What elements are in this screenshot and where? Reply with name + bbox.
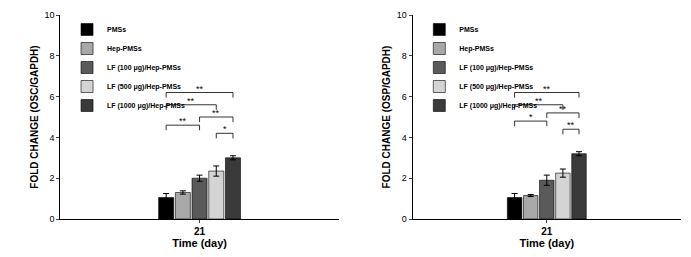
svg-text:**: **: [196, 84, 204, 94]
svg-text:6: 6: [50, 92, 55, 102]
svg-text:**: **: [567, 120, 575, 130]
svg-text:**: **: [187, 96, 195, 106]
svg-text:2: 2: [402, 173, 407, 183]
svg-text:Time (day): Time (day): [172, 237, 227, 249]
svg-text:4: 4: [402, 133, 407, 143]
svg-text:LF (500 μg)/Hep-PMSs: LF (500 μg)/Hep-PMSs: [107, 83, 181, 91]
svg-text:**: **: [212, 108, 220, 118]
svg-text:8: 8: [50, 51, 55, 61]
svg-text:Time (day): Time (day): [519, 237, 574, 249]
svg-text:LF (100 μg)/Hep-PMSs: LF (100 μg)/Hep-PMSs: [459, 64, 533, 72]
svg-text:FOLD CHANGE (OSC/GAPDH): FOLD CHANGE (OSC/GAPDH): [29, 45, 40, 188]
svg-text:LF (1000 μg)/Hep-PMSs: LF (1000 μg)/Hep-PMSs: [459, 102, 537, 110]
svg-text:10: 10: [397, 10, 407, 20]
svg-text:*: *: [223, 124, 227, 134]
svg-text:Hep-PMSs: Hep-PMSs: [107, 45, 142, 53]
svg-text:2: 2: [50, 173, 55, 183]
svg-text:10: 10: [45, 10, 55, 20]
svg-text:LF (100 μg)/Hep-PMSs: LF (100 μg)/Hep-PMSs: [107, 64, 181, 72]
svg-text:0: 0: [402, 214, 407, 224]
svg-text:**: **: [179, 116, 187, 126]
svg-text:*: *: [529, 112, 533, 122]
svg-text:6: 6: [402, 92, 407, 102]
svg-text:**: **: [535, 96, 543, 106]
svg-text:**: **: [559, 104, 567, 114]
svg-text:PMSs: PMSs: [459, 26, 478, 33]
svg-text:LF (500 μg)/Hep-PMSs: LF (500 μg)/Hep-PMSs: [459, 83, 533, 91]
svg-text:PMSs: PMSs: [107, 26, 126, 33]
svg-text:4: 4: [50, 133, 55, 143]
svg-text:**: **: [543, 84, 551, 94]
svg-text:LF (1000 μg)/Hep-PMSs: LF (1000 μg)/Hep-PMSs: [107, 102, 185, 110]
svg-text:21: 21: [194, 226, 206, 237]
svg-text:FOLD CHANGE (OSP/GAPDH): FOLD CHANGE (OSP/GAPDH): [381, 46, 392, 189]
svg-text:21: 21: [541, 226, 553, 237]
svg-text:8: 8: [402, 51, 407, 61]
svg-text:0: 0: [50, 214, 55, 224]
svg-text:Hep-PMSs: Hep-PMSs: [459, 45, 494, 53]
